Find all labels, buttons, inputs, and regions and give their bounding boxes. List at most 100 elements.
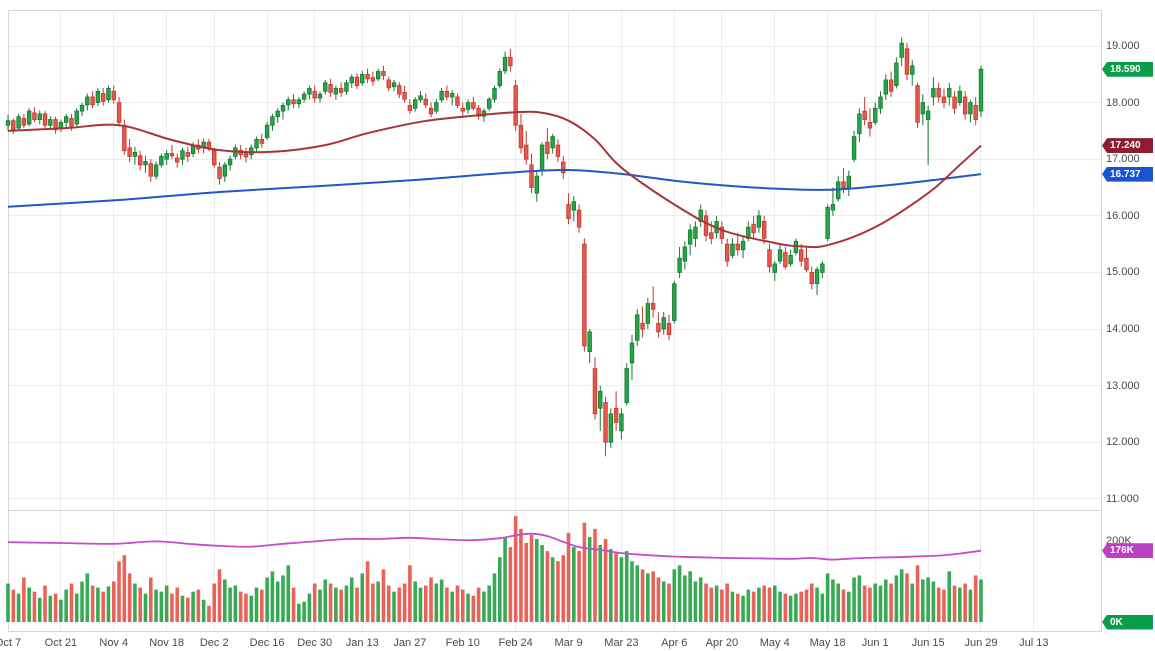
- candle-body: [931, 88, 936, 98]
- candle-body: [867, 122, 873, 129]
- volume-bar: [228, 587, 232, 622]
- volume-bar: [651, 571, 655, 623]
- candle-body: [21, 118, 27, 126]
- volume-bar: [344, 585, 349, 622]
- ma-slow-line: [7, 168, 982, 208]
- candle-body: [185, 152, 190, 157]
- volume-bar: [725, 583, 729, 622]
- candle-body: [418, 95, 423, 101]
- candle-body: [735, 243, 740, 251]
- candle-body: [63, 116, 69, 123]
- volume-bar: [148, 577, 153, 622]
- volume-bar: [53, 593, 58, 622]
- candle-body: [365, 73, 370, 80]
- date-tick-label: Dec 2: [199, 637, 229, 649]
- volume-bar: [667, 583, 671, 622]
- volume-bar: [524, 543, 529, 622]
- candle-body: [317, 93, 323, 99]
- candle-body: [603, 402, 608, 443]
- candle-body: [756, 215, 762, 228]
- candle-body: [719, 226, 725, 239]
- price-tick-label: 12.000: [1106, 436, 1140, 449]
- volume-bar: [196, 589, 201, 622]
- volume-bar: [466, 593, 470, 622]
- volume-bar: [238, 591, 243, 623]
- candle-body: [275, 110, 280, 118]
- volume-bar: [804, 589, 809, 622]
- volume-bar: [265, 577, 269, 622]
- volume-bar: [275, 581, 280, 622]
- volume-bar: [899, 569, 904, 622]
- volume-bar: [59, 599, 63, 622]
- candle-body: [968, 102, 973, 115]
- candle-body: [370, 77, 376, 82]
- candle-body: [830, 204, 836, 211]
- candle-body: [904, 48, 910, 75]
- volume-bar: [688, 571, 692, 623]
- volume-bar: [11, 589, 16, 622]
- candle-body: [899, 42, 904, 58]
- volume-bar: [540, 545, 544, 622]
- volume-bar: [402, 583, 407, 622]
- volume-bar: [572, 547, 576, 622]
- volume-bar: [968, 589, 973, 622]
- pane-borders: [8, 10, 1102, 632]
- volume-bar: [381, 569, 386, 622]
- candle-body: [952, 96, 957, 109]
- candle-body: [561, 161, 566, 174]
- candle-body: [693, 226, 698, 239]
- candle-body: [291, 99, 296, 105]
- candle-body: [428, 107, 434, 115]
- candle-body: [635, 314, 640, 341]
- date-tick-label: Feb 24: [498, 637, 533, 649]
- volume-bar: [672, 569, 677, 622]
- candle-body: [841, 181, 846, 188]
- volume-bar: [751, 591, 756, 623]
- candle-body: [58, 122, 64, 129]
- volume-bar: [260, 589, 264, 622]
- volume-bar: [529, 534, 534, 622]
- volume-bar: [921, 579, 925, 622]
- volume-bar: [767, 587, 772, 622]
- volume-bar: [281, 575, 285, 622]
- volume-bar: [418, 587, 423, 622]
- candle-body: [132, 152, 138, 157]
- volume-bar: [450, 591, 454, 623]
- candle-body: [629, 342, 635, 364]
- date-tick-label: Dec 16: [249, 637, 285, 649]
- candle-body: [962, 96, 968, 115]
- candle-body: [206, 141, 212, 149]
- volume-bar: [217, 569, 222, 622]
- candle-body: [772, 263, 777, 273]
- volume-ma-line: [7, 532, 982, 561]
- candle-body: [106, 88, 111, 101]
- candle-body: [164, 153, 169, 160]
- candle-body: [650, 303, 656, 310]
- candle-body: [978, 68, 984, 112]
- candle-body: [878, 96, 883, 109]
- volume-bar: [291, 587, 296, 622]
- volume-bar: [513, 515, 518, 622]
- volume-bar: [117, 561, 121, 622]
- volume-bar: [6, 583, 10, 622]
- volume-bar: [32, 591, 37, 623]
- candle-body: [709, 232, 714, 239]
- volume-bar: [550, 557, 555, 622]
- volume-bar: [508, 547, 513, 622]
- volume-bar: [249, 595, 254, 622]
- date-tick-label: Jun 1: [861, 637, 889, 649]
- candle-body: [449, 93, 455, 98]
- volume-bar: [133, 583, 137, 622]
- candle-body: [677, 257, 682, 273]
- candle-body: [703, 215, 709, 237]
- volume-bar: [614, 553, 618, 622]
- candle-body: [375, 71, 381, 80]
- volume-bar: [497, 557, 502, 622]
- volume-bar: [857, 575, 862, 622]
- volume-bar: [439, 579, 444, 622]
- candle-body: [471, 102, 476, 109]
- ma-fast-line: [7, 110, 982, 249]
- volume-bar: [709, 587, 714, 622]
